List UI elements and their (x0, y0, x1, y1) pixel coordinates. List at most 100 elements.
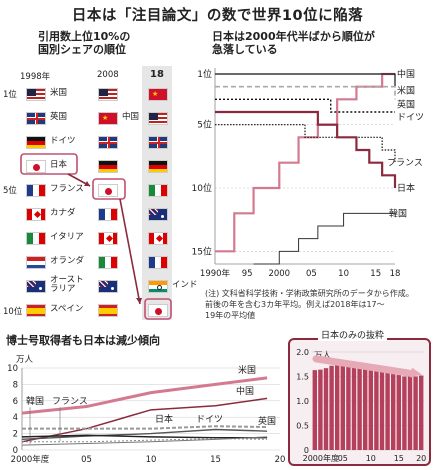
year-2008: 2008 (97, 70, 119, 80)
rank-chart: 1位 5位 10位 15位 1990年 95 2000 05 10 15 18 中国米国英国ドイツフラ… (192, 68, 424, 279)
country-label: オースト ラリア (50, 275, 84, 294)
italy-flag-icon (148, 184, 168, 197)
x-tick-label: 05 (306, 269, 317, 279)
series-label: 中国 (397, 68, 415, 80)
x-tick-label: 10 (338, 269, 349, 279)
jp-bar (323, 368, 329, 450)
trend-arrowhead (410, 367, 422, 378)
jp-bar (368, 369, 373, 450)
canada-flag-icon (148, 232, 168, 245)
phd-series-日本 (21, 434, 268, 439)
phd-series-ドイツ (22, 425, 268, 430)
phd-label-us: 米国 (238, 364, 256, 376)
series-line-米国 (215, 73, 396, 87)
jp-bar (346, 363, 351, 450)
jp-bar (335, 364, 340, 450)
china-flag-icon: ★ (148, 88, 168, 101)
uk-flag-icon (148, 136, 168, 149)
page-title: 日本は「注目論文」の数で世界10位に陥落 (71, 8, 364, 24)
australia-flag-icon (148, 208, 168, 221)
x-tick-label: 15 (394, 454, 404, 463)
australia-flag-icon (26, 280, 46, 293)
jp-bar (363, 367, 368, 450)
rank-subtitle: 日本は2000年代半ばから順位が 急落している (212, 30, 375, 56)
x-tick-label: 05 (338, 454, 348, 463)
series-line-韓国 (253, 212, 395, 265)
y-tick-label: 8 (13, 380, 18, 390)
x-tick-label: 05 (81, 455, 92, 465)
y-tick-label: 1位 (197, 68, 212, 80)
phd-label-de: ドイツ (196, 415, 223, 425)
series-line-ドイツ (215, 98, 395, 113)
japan-flag-icon (148, 304, 168, 317)
uk-flag-icon (26, 112, 46, 125)
series-line-英国 (215, 85, 396, 100)
x-tick-label: 1990年 (200, 268, 231, 279)
phd-series-英国 (21, 428, 268, 441)
jp-bar (419, 375, 424, 450)
country-label: 中国 (122, 112, 140, 122)
phd-label-jp: 日本 (155, 413, 173, 425)
jp-bar (413, 376, 418, 450)
series-label: 韓国 (389, 208, 407, 219)
rank-subtitle-line2: 急落している (212, 43, 278, 56)
trend-arrow (312, 355, 416, 378)
country-label: 米国 (50, 88, 68, 98)
y-tick-label: 2 (13, 430, 18, 440)
y-tick-label: 10位 (192, 182, 212, 194)
country-label: 日本 (50, 160, 68, 170)
jp-bar (385, 372, 390, 450)
x-tick-label: 15 (210, 455, 221, 465)
jp-bar (329, 365, 334, 450)
spain-flag-icon (26, 304, 46, 317)
series-line-日本 (215, 110, 397, 188)
y-tick-label: 5位 (197, 119, 212, 131)
y-tick-label: 6 (13, 397, 18, 407)
phd-label-uk: 英国 (258, 415, 276, 427)
x-tick-label: 2000 (268, 269, 290, 279)
spain-flag-icon (98, 304, 118, 317)
japan-flag-icon (98, 184, 118, 197)
country-label: カナダ (50, 208, 76, 218)
phd-series-米国 (21, 376, 268, 415)
y-tick-label: 0.5 (296, 422, 309, 431)
x-tick-label: 95 (242, 269, 253, 279)
jp-bar (374, 370, 379, 450)
phd-label-fr: フランス (52, 396, 88, 407)
italy-flag-icon (98, 256, 118, 269)
y-tick-label: 10 (7, 364, 18, 374)
series-label: 米国 (397, 84, 415, 96)
series-line-フランス (215, 124, 396, 163)
netherlands-flag-icon (26, 256, 46, 269)
series-label: ドイツ (397, 113, 424, 123)
phd-series-フランス (22, 438, 268, 443)
phd-series-韓国 (21, 436, 268, 446)
jp-unit-label: 万人 (314, 351, 332, 361)
ranking-subtitle: 引用数上位10%の 国別シェアの順位 (38, 30, 130, 56)
country-label: インド (172, 280, 198, 290)
jp-bar (340, 364, 345, 450)
y-tick-label: 15位 (192, 245, 212, 257)
note-line2: 前後の年を含む3カ年平均。例えば2018年は17～ (205, 300, 385, 309)
y-tick-label: 0 (13, 446, 18, 456)
uk-flag-icon (98, 136, 118, 149)
france-flag-icon (148, 256, 168, 269)
x-tick-label: 2000年度 (303, 453, 339, 463)
y-tick-label: 2.0 (296, 348, 309, 357)
jp-chart-title: 日本のみの抜粋 (318, 328, 388, 341)
jp-bar (402, 376, 407, 450)
india-flag-icon (148, 280, 168, 293)
rank-subtitle-line1: 日本は2000年代半ばから順位が (212, 30, 375, 43)
x-tick-label: 2000年度 (11, 454, 50, 465)
phd-unit-label: 万人 (16, 355, 34, 365)
us-flag-icon (148, 112, 168, 125)
jp-bar (407, 375, 413, 450)
x-tick-label: 20 (416, 454, 426, 463)
x-tick-label: 10 (366, 454, 376, 463)
jp-bar (391, 374, 396, 450)
rank-label-10: 10位 (3, 307, 23, 317)
note-line1: (注) 文科省科学技術・学術政策研究所のデータから作成。 (205, 289, 414, 298)
y-tick-label: 4 (13, 413, 18, 423)
x-tick-label: 15 (370, 269, 381, 279)
